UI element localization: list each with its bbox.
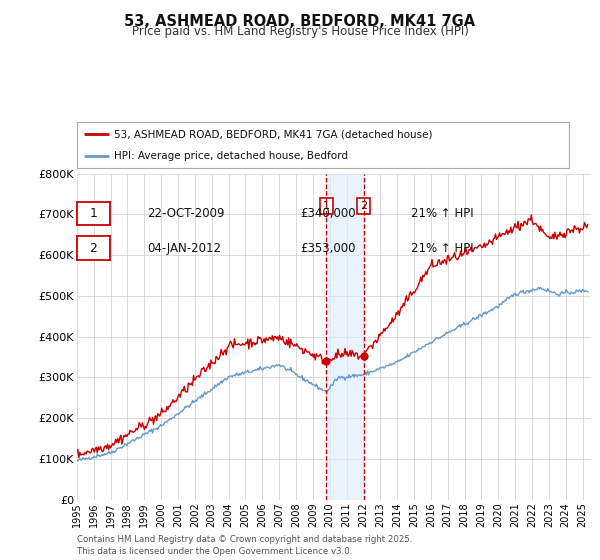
Text: 21% ↑ HPI: 21% ↑ HPI [411, 207, 473, 220]
Text: 04-JAN-2012: 04-JAN-2012 [147, 241, 221, 255]
Text: 22-OCT-2009: 22-OCT-2009 [147, 207, 224, 220]
Text: Contains HM Land Registry data © Crown copyright and database right 2025.
This d: Contains HM Land Registry data © Crown c… [77, 535, 412, 556]
Text: HPI: Average price, detached house, Bedford: HPI: Average price, detached house, Bedf… [114, 151, 348, 161]
Text: £340,000: £340,000 [300, 207, 356, 220]
Text: 2: 2 [360, 201, 367, 211]
Text: 1: 1 [323, 201, 330, 211]
Text: 21% ↑ HPI: 21% ↑ HPI [411, 241, 473, 255]
Text: 53, ASHMEAD ROAD, BEDFORD, MK41 7GA: 53, ASHMEAD ROAD, BEDFORD, MK41 7GA [124, 14, 476, 29]
Text: 1: 1 [89, 207, 97, 220]
Text: 2: 2 [89, 241, 97, 255]
Text: 53, ASHMEAD ROAD, BEDFORD, MK41 7GA (detached house): 53, ASHMEAD ROAD, BEDFORD, MK41 7GA (det… [114, 129, 432, 139]
Text: £353,000: £353,000 [300, 241, 355, 255]
Text: Price paid vs. HM Land Registry's House Price Index (HPI): Price paid vs. HM Land Registry's House … [131, 25, 469, 38]
Bar [326, 174, 364, 500]
